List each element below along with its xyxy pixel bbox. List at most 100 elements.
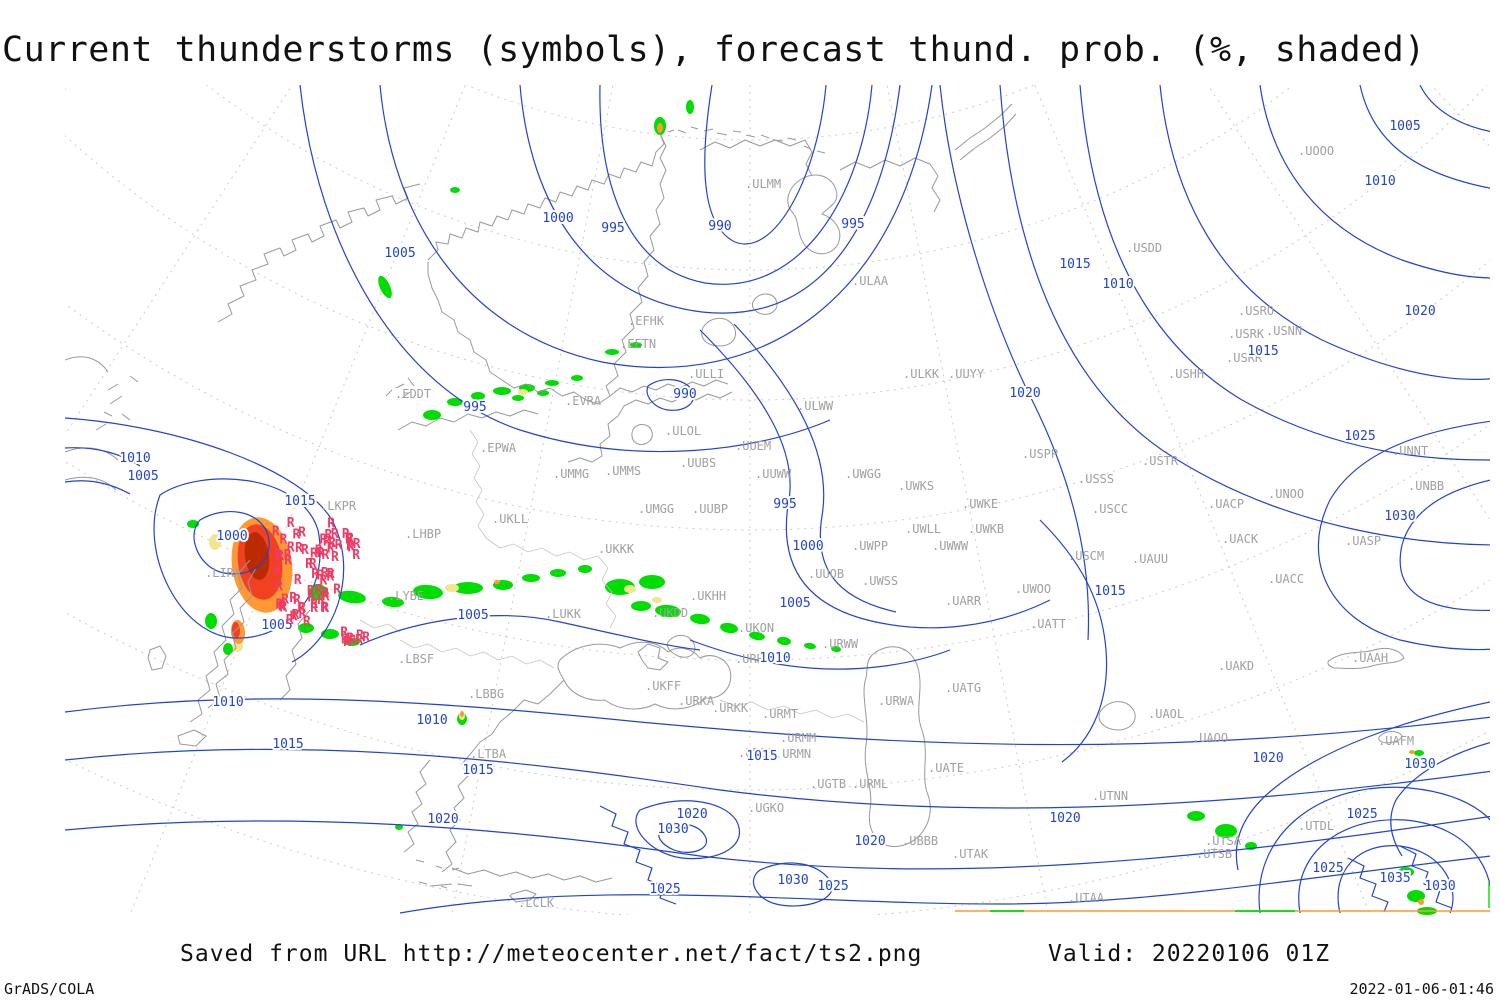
isobar-label: 1010 bbox=[119, 451, 150, 466]
station-label: .EPWA bbox=[480, 441, 517, 455]
probability-shade-t bbox=[652, 597, 662, 603]
thunderstorm-symbol: R bbox=[346, 539, 354, 554]
probability-shade-g bbox=[471, 392, 485, 400]
longitude-gridline bbox=[1430, 85, 1490, 148]
thunderstorm-symbol: R bbox=[298, 607, 306, 622]
thunderstorm-symbol: R bbox=[279, 599, 287, 614]
thunderstorm-symbol: R bbox=[352, 548, 360, 563]
isobar-label: 1005 bbox=[1389, 119, 1420, 134]
thunderstorm-symbol: R bbox=[345, 533, 353, 548]
probability-shade-g bbox=[545, 380, 559, 386]
probability-shade-g bbox=[522, 574, 540, 582]
thunderstorm-symbol: R bbox=[276, 549, 284, 564]
longitude-gridline bbox=[65, 85, 293, 436]
coastline-layer bbox=[65, 103, 1405, 903]
thunderstorm-symbol: R bbox=[298, 601, 306, 616]
station-label: .UUBS bbox=[680, 456, 716, 470]
isobar-layer bbox=[65, 85, 1490, 914]
isobar-label: 1025 bbox=[1346, 807, 1377, 822]
isobar-label: 1015 bbox=[284, 494, 315, 509]
thunderstorm-symbol: R bbox=[294, 573, 302, 588]
station-label: .ULOL bbox=[665, 424, 701, 438]
station-label: .ULWW bbox=[797, 399, 834, 413]
station-label: .UBBB bbox=[902, 834, 938, 848]
valid-time-text: Valid: 20220106 01Z bbox=[1048, 941, 1331, 967]
station-label: .EDDT bbox=[395, 387, 431, 401]
shading-boundary-edge-lines bbox=[955, 882, 1490, 912]
thunderstorm-symbol: R bbox=[307, 584, 315, 599]
station-label: .UWLL bbox=[905, 522, 941, 536]
thunderstorm-symbol: R bbox=[286, 613, 294, 628]
isobar-label: 1020 bbox=[1049, 811, 1080, 826]
grads-cola-credit: GrADS/COLA bbox=[4, 980, 95, 998]
thunderstorm-symbol: R bbox=[341, 632, 349, 647]
thunderstorm-symbol: R bbox=[333, 583, 341, 598]
station-label: .UUEM bbox=[735, 439, 771, 453]
thunderstorm-symbol: R bbox=[321, 566, 329, 581]
thunderstorm-symbol: R bbox=[328, 536, 336, 551]
station-label: .UTNN bbox=[1092, 789, 1128, 803]
station-label: .UTAA bbox=[1068, 891, 1105, 905]
station-label: .URMN bbox=[775, 747, 811, 761]
thunderstorm-symbol: R bbox=[353, 537, 361, 552]
station-label: .EFHK bbox=[628, 314, 665, 328]
isobar-label: 1015 bbox=[1059, 257, 1090, 272]
thunderstorm-symbol: R bbox=[297, 601, 305, 616]
thunderstorm-symbol: R bbox=[315, 583, 323, 598]
station-label: .UWKS bbox=[898, 479, 934, 493]
station-label: .USCC bbox=[1092, 502, 1128, 516]
thunderstorm-symbol: R bbox=[284, 553, 292, 568]
thunderstorm-symbol: R bbox=[310, 547, 318, 562]
station-label: .UMMS bbox=[605, 464, 641, 478]
isobar-label: 995 bbox=[773, 497, 796, 512]
thunderstorm-symbol: R bbox=[321, 548, 329, 563]
station-label: .UWOO bbox=[1015, 582, 1051, 596]
probability-shade-g bbox=[537, 390, 549, 396]
station-label: .UAOO bbox=[1192, 731, 1228, 745]
station-label: .USRR bbox=[1226, 351, 1263, 365]
station-label: .UKFF bbox=[645, 679, 681, 693]
station-label: .LUKK bbox=[545, 607, 582, 621]
thunderstorm-symbol: R bbox=[323, 534, 331, 549]
thunderstorm-symbol: R bbox=[325, 528, 333, 543]
probability-shade-g bbox=[1398, 867, 1414, 877]
station-label: .UTSB bbox=[1196, 847, 1232, 861]
station-label: .UATG bbox=[945, 681, 981, 695]
station-label: .UOOO bbox=[1298, 144, 1334, 158]
station-label: .UKON bbox=[738, 621, 774, 635]
probability-shade-o bbox=[494, 580, 500, 584]
station-label: .UUYY bbox=[948, 367, 985, 381]
thunderstorm-symbol: R bbox=[274, 563, 282, 578]
thunderstorm-symbol: R bbox=[289, 591, 297, 606]
thunderstorm-symbol: R bbox=[322, 589, 330, 604]
station-label: .LBSF bbox=[398, 652, 434, 666]
probability-shade-g bbox=[453, 582, 483, 594]
station-label: .UATT bbox=[1030, 617, 1066, 631]
station-label: .UTSA bbox=[1205, 834, 1242, 848]
thunderstorm-symbol: R bbox=[284, 548, 292, 563]
probability-shade-g bbox=[413, 584, 443, 600]
thunderstorm-symbol: R bbox=[278, 600, 286, 615]
thunderstorm-symbol: R bbox=[287, 516, 295, 531]
station-label: .ULLI bbox=[688, 367, 724, 381]
isobar-label: 1025 bbox=[649, 882, 680, 897]
station-label: .USHH bbox=[1168, 367, 1204, 381]
thunderstorm-symbol: R bbox=[303, 614, 311, 629]
station-label: .LIRA bbox=[205, 566, 242, 580]
probability-shade-g bbox=[423, 410, 441, 420]
probability-shade-o bbox=[1418, 899, 1424, 905]
probability-shade-g bbox=[205, 613, 217, 629]
station-label: .UAUU bbox=[1132, 552, 1168, 566]
station-label: .UNBB bbox=[1408, 479, 1444, 493]
station-label: .LHBP bbox=[405, 527, 441, 541]
isobar-label: 1030 bbox=[1404, 757, 1435, 772]
station-label: .USTR bbox=[1142, 454, 1179, 468]
station-label: .LCLK bbox=[518, 896, 555, 910]
thunderstorm-symbol: R bbox=[321, 601, 329, 616]
isobar-label: 1005 bbox=[127, 469, 158, 484]
station-label: .USRO bbox=[1238, 304, 1274, 318]
thunderstorm-symbol: R bbox=[343, 635, 351, 650]
probability-shade-g bbox=[395, 824, 403, 830]
station-label: .USNN bbox=[1266, 324, 1302, 338]
